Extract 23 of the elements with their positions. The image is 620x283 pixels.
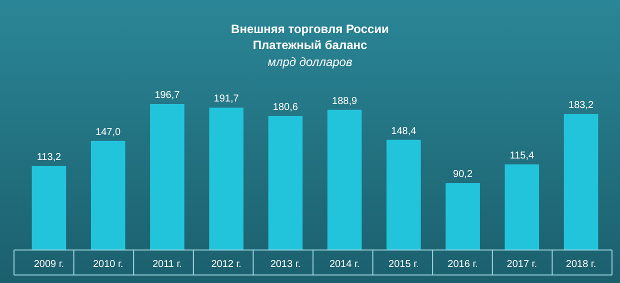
x-tick-label: 2017 г. xyxy=(506,259,538,270)
x-tick-label: 2011 г. xyxy=(152,259,182,270)
data-label: 90,2 xyxy=(453,169,473,180)
x-tick-label: 2016 г. xyxy=(448,259,478,270)
data-label: 115,4 xyxy=(510,150,534,162)
data-label: 148,4 xyxy=(391,126,417,137)
y-axis-title: млрд долларов xyxy=(268,55,352,69)
x-tick-label: 2012 г. xyxy=(211,259,242,270)
x-tick-label: 2009 г. xyxy=(34,259,64,270)
data-label: 196,7 xyxy=(154,90,180,101)
data-label: 180,6 xyxy=(272,102,298,113)
chart-subtitle: Платежный баланс xyxy=(252,38,368,52)
chart-title: Внешняя торговля России xyxy=(231,22,389,36)
x-tick-label: 2018 г. xyxy=(566,259,596,270)
x-tick-label: 2015 г. xyxy=(388,259,419,270)
data-label: 113,2 xyxy=(36,152,62,163)
x-tick-label: 2013 г. xyxy=(270,259,301,270)
data-label: 191,7 xyxy=(214,94,240,105)
x-tick-label: 2014 г. xyxy=(329,259,360,270)
data-label: 147,0 xyxy=(96,126,122,138)
x-tick-label: 2010 г. xyxy=(92,259,124,270)
data-label: 183,2 xyxy=(568,100,594,112)
data-label: 188,9 xyxy=(332,96,358,107)
